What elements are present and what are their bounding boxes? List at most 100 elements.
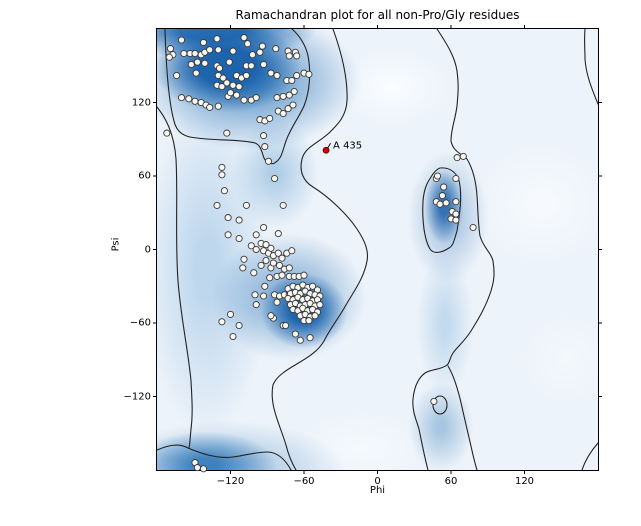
residue-point <box>218 83 226 91</box>
residue-point <box>233 91 241 99</box>
residue-point <box>163 129 171 137</box>
outlier-label: A 435 <box>333 140 362 151</box>
residue-point <box>226 89 235 97</box>
residue-point <box>226 310 235 318</box>
contour-outer-right <box>271 28 369 471</box>
scatter-points <box>163 34 477 473</box>
residue-point <box>252 94 260 102</box>
residue-point <box>459 152 467 160</box>
residue-point <box>285 91 293 99</box>
residue-point <box>273 94 281 102</box>
residue-point <box>193 58 201 66</box>
x-tick-label: 120 <box>514 476 535 487</box>
residue-point <box>187 60 195 69</box>
residue-point <box>438 192 446 200</box>
residue-point <box>469 223 477 232</box>
residue-point <box>261 282 269 290</box>
residue-point <box>452 174 460 183</box>
residue-point <box>274 249 282 257</box>
contour-bottom-left <box>156 444 292 471</box>
residue-point <box>452 210 460 218</box>
plot-overlay: A 435 <box>153 25 602 474</box>
residue-point <box>282 321 290 330</box>
residue-point <box>271 174 279 183</box>
residue-point <box>300 271 308 279</box>
contour-bottom-right <box>581 442 599 471</box>
contour-top-right <box>584 28 599 105</box>
residue-point <box>191 97 199 105</box>
residue-point <box>305 317 313 325</box>
residue-point <box>252 245 260 254</box>
residue-point <box>285 52 293 60</box>
plot-area: A 435 −120 −60 0 60 120 −120 −60 0 60 120 <box>124 25 602 487</box>
residue-point <box>247 62 255 70</box>
residue-point <box>224 214 232 222</box>
residue-point <box>229 332 237 341</box>
outlier-annotation: A 435 <box>322 140 362 154</box>
residue-point <box>229 47 237 55</box>
residue-point <box>199 38 208 47</box>
residue-point <box>223 129 231 137</box>
residue-point <box>311 312 319 320</box>
density-background <box>157 29 598 470</box>
residue-point <box>260 292 268 300</box>
residue-point <box>288 247 296 255</box>
x-tick-label: 0 <box>374 476 381 487</box>
residue-point <box>193 464 201 472</box>
residue-point <box>258 42 266 50</box>
residue-point <box>252 301 260 309</box>
residue-point <box>452 198 460 206</box>
residue-point <box>316 301 324 309</box>
residue-point <box>192 69 200 77</box>
residue-point <box>173 71 181 80</box>
residue-point <box>273 298 281 306</box>
residue-point <box>250 269 258 277</box>
residue-point <box>180 49 188 58</box>
y-tick-label: 60 <box>138 170 151 182</box>
residue-point <box>436 200 444 208</box>
residue-point <box>185 95 193 103</box>
residue-point <box>275 261 284 269</box>
residue-point <box>199 465 208 473</box>
residue-point <box>433 172 442 180</box>
residue-point <box>452 216 460 224</box>
outlier-point <box>322 146 330 154</box>
residue-point <box>267 244 275 252</box>
residue-point <box>219 74 227 82</box>
residue-point <box>213 35 221 43</box>
residue-point <box>215 64 224 72</box>
y-tick-label: 0 <box>144 244 151 255</box>
y-tick-label: −120 <box>123 391 151 402</box>
residue-point <box>293 71 301 80</box>
contour-lh-alpha-inner <box>422 167 462 253</box>
residue-point <box>296 336 304 344</box>
residue-point <box>242 71 250 80</box>
residue-point <box>267 69 275 77</box>
contour-outer-left <box>156 106 193 449</box>
residue-point <box>260 60 268 69</box>
residue-point <box>274 230 282 238</box>
y-tick-label: −60 <box>129 317 151 329</box>
residue-point <box>235 83 243 91</box>
contour-right-outer <box>412 28 495 471</box>
residue-point <box>279 92 287 100</box>
residue-point <box>278 271 286 279</box>
residue-point <box>284 105 292 113</box>
residue-point <box>201 59 209 67</box>
residue-point <box>290 87 298 96</box>
x-tick-label: 60 <box>444 476 458 487</box>
residue-point <box>267 312 275 320</box>
residue-point <box>306 334 314 342</box>
x-axis-label: Phi <box>369 485 386 496</box>
contour-small-ring <box>432 395 448 415</box>
residue-point <box>279 109 287 118</box>
residue-point <box>224 231 232 239</box>
residue-point <box>177 94 186 102</box>
residue-point <box>214 102 222 110</box>
residue-point <box>225 58 233 66</box>
residue-point <box>261 143 269 151</box>
residue-point <box>165 53 173 61</box>
residue-point <box>262 256 270 265</box>
contour-lines <box>156 28 599 471</box>
